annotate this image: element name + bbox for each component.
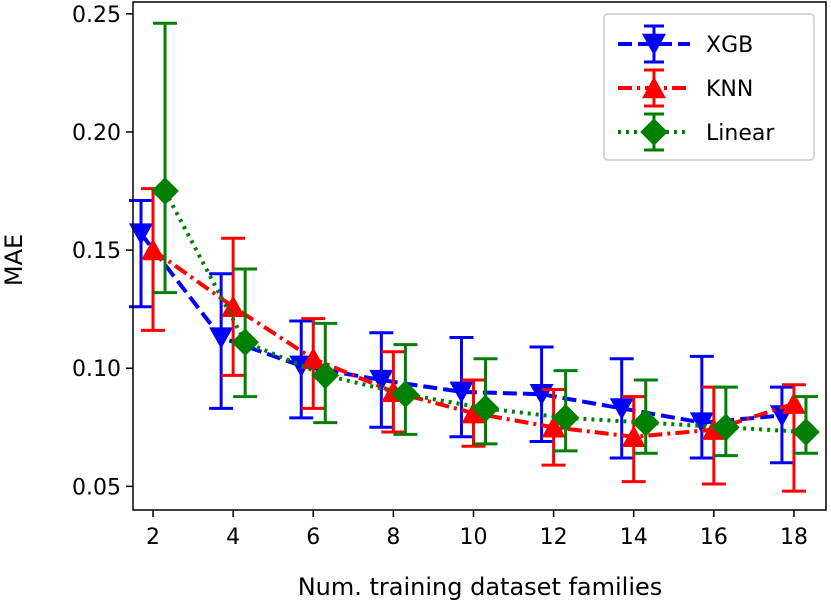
data-point [689, 412, 714, 434]
data-point [712, 413, 740, 442]
x-axis: 2 4 6 8 10 12 14 16 18 [146, 510, 808, 550]
data-point [551, 404, 580, 432]
legend-marker [642, 33, 666, 56]
x-axis-label: Num. training dataset families [298, 573, 663, 601]
legend-entry-knn: KNN [618, 68, 753, 108]
y-axis: 0.05 0.10 0.15 0.20 0.25 [72, 3, 133, 500]
legend: XGB KNN Linear [603, 13, 815, 161]
data-point [461, 401, 486, 424]
legend-entry-xgb: XGB [618, 24, 753, 64]
data-point [631, 408, 660, 437]
data-point [781, 392, 806, 414]
data-point [151, 177, 179, 205]
data-point [369, 369, 394, 392]
legend-label: Linear [706, 121, 775, 146]
x-tick-label: 2 [146, 525, 160, 550]
legend-label: KNN [706, 77, 753, 102]
data-point [541, 415, 566, 438]
plot-area [129, 1, 827, 511]
legend-marker [640, 118, 668, 146]
legend-entry-linear: Linear [618, 112, 775, 152]
series-knn [141, 187, 806, 493]
data-point [449, 381, 474, 404]
legend-label: XGB [706, 33, 753, 58]
x-tick-label: 12 [540, 525, 568, 550]
series-linear [151, 21, 820, 458]
data-point [231, 328, 259, 357]
y-axis-label: MAE [0, 234, 28, 286]
y-tick-label: 0.15 [72, 239, 121, 264]
x-tick-label: 6 [306, 525, 320, 550]
y-tick-label: 0.20 [72, 121, 121, 146]
data-point [129, 223, 154, 245]
data-point [209, 327, 234, 349]
x-tick-label: 16 [700, 525, 728, 550]
plot-frame [132, 1, 827, 511]
x-tick-label: 18 [780, 525, 808, 550]
data-point [609, 398, 634, 420]
data-point [792, 418, 820, 446]
data-point [301, 347, 326, 369]
x-tick-label: 10 [459, 525, 487, 550]
y-tick-label: 0.05 [72, 475, 121, 500]
y-tick-label: 0.10 [72, 357, 121, 382]
data-point [221, 295, 246, 317]
data-point [471, 394, 500, 423]
y-tick-label: 0.25 [72, 3, 121, 28]
data-point [391, 380, 420, 409]
data-point [311, 361, 340, 390]
x-tick-label: 14 [620, 525, 648, 550]
legend-marker [642, 76, 666, 99]
x-tick-label: 8 [386, 525, 400, 550]
series-xgb [129, 198, 794, 465]
series-line-linear [163, 190, 807, 435]
x-tick-label: 4 [226, 525, 240, 550]
data-point [141, 238, 166, 261]
data-point [621, 425, 646, 447]
